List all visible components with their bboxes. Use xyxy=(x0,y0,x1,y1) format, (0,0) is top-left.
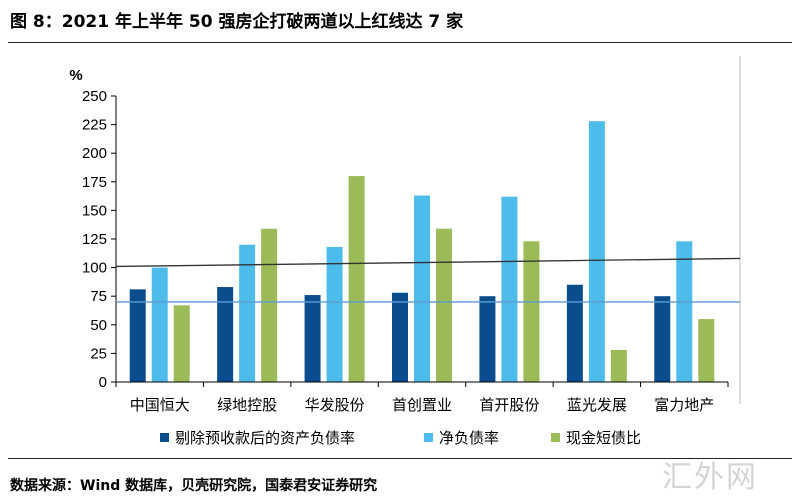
bar-3-5 xyxy=(523,241,540,382)
y-tick-label: 175 xyxy=(82,174,107,191)
y-tick-label: 225 xyxy=(82,117,107,134)
bars xyxy=(129,121,715,382)
legend-label: 剔除预收款后的资产负债率 xyxy=(175,428,356,447)
bar-1-6 xyxy=(566,284,583,382)
bar-1-1 xyxy=(129,289,146,382)
bar-2-7 xyxy=(676,241,693,382)
category-label: 首创置业 xyxy=(392,396,452,414)
y-tick-label: 200 xyxy=(82,145,107,162)
figure-title: 图 8：2021 年上半年 50 强房企打破两道以上红线达 7 家 xyxy=(10,12,464,32)
y-tick-label: 75 xyxy=(90,288,107,305)
source-divider xyxy=(8,458,792,459)
bar-3-1 xyxy=(173,305,190,382)
y-tick-label: 250 xyxy=(82,88,107,105)
category-label: 绿地控股 xyxy=(217,396,277,414)
legend-item-3: 现金短债比 xyxy=(551,426,641,448)
reference-lines xyxy=(115,257,741,303)
bar-2-3 xyxy=(326,247,343,382)
bar-1-7 xyxy=(654,296,671,382)
bar-chart: 0 25 50 75 100 125 150 175 200 225 250 中国恒大 绿地控股 华发股… xyxy=(69,56,741,414)
bar-3-6 xyxy=(610,349,627,382)
watermark-text: 汇外网 xyxy=(662,460,758,495)
chart-legend: 剔除预收款后的资产负债率 净负债率 现金短债比 xyxy=(0,426,798,448)
bar-1-2 xyxy=(217,287,234,382)
y-tick-label: 0 xyxy=(99,374,107,391)
y-axis: 0 25 50 75 100 125 150 175 200 225 250 xyxy=(82,88,117,391)
category-label: 首开股份 xyxy=(479,396,539,414)
bar-2-1 xyxy=(151,267,168,382)
category-label: 富力地产 xyxy=(654,396,714,414)
category-label: 中国恒大 xyxy=(130,396,190,414)
bar-3-4 xyxy=(436,228,452,382)
legend-swatch xyxy=(424,432,433,442)
category-label: 华发股份 xyxy=(305,396,365,414)
legend-label: 净负债率 xyxy=(439,428,500,447)
reference-line-1 xyxy=(115,257,741,268)
bar-3-7 xyxy=(698,319,715,382)
bar-1-5 xyxy=(479,296,496,382)
bar-2-5 xyxy=(501,196,518,382)
x-axis: 中国恒大 绿地控股 华发股份 首创置业 首开股份 蓝光发展 富力地产 xyxy=(115,381,729,414)
legend-swatch xyxy=(551,432,560,442)
category-label: 蓝光发展 xyxy=(567,396,627,414)
legend-item-1: 剔除预收款后的资产负债率 xyxy=(160,426,355,448)
legend-item-2: 净负债率 xyxy=(424,426,499,448)
bar-2-2 xyxy=(239,244,256,382)
y-tick-label: 150 xyxy=(82,202,107,219)
y-tick-label: 50 xyxy=(90,317,107,334)
legend-label: 现金短债比 xyxy=(566,428,642,447)
title-divider xyxy=(8,42,792,43)
bar-1-3 xyxy=(304,295,321,382)
bar-3-2 xyxy=(261,228,278,382)
y-tick-label: 125 xyxy=(82,231,107,248)
bar-2-6 xyxy=(588,121,605,382)
legend-swatch xyxy=(160,432,169,442)
bar-2-4 xyxy=(414,195,430,382)
y-axis-unit-label: % xyxy=(69,67,82,84)
bar-1-4 xyxy=(392,292,408,382)
source-note: 数据来源：Wind 数据库，贝壳研究院，国泰君安证券研究 xyxy=(10,478,378,494)
y-tick-label: 25 xyxy=(90,345,107,362)
bar-3-3 xyxy=(348,176,365,382)
y-tick-label: 100 xyxy=(82,260,107,277)
